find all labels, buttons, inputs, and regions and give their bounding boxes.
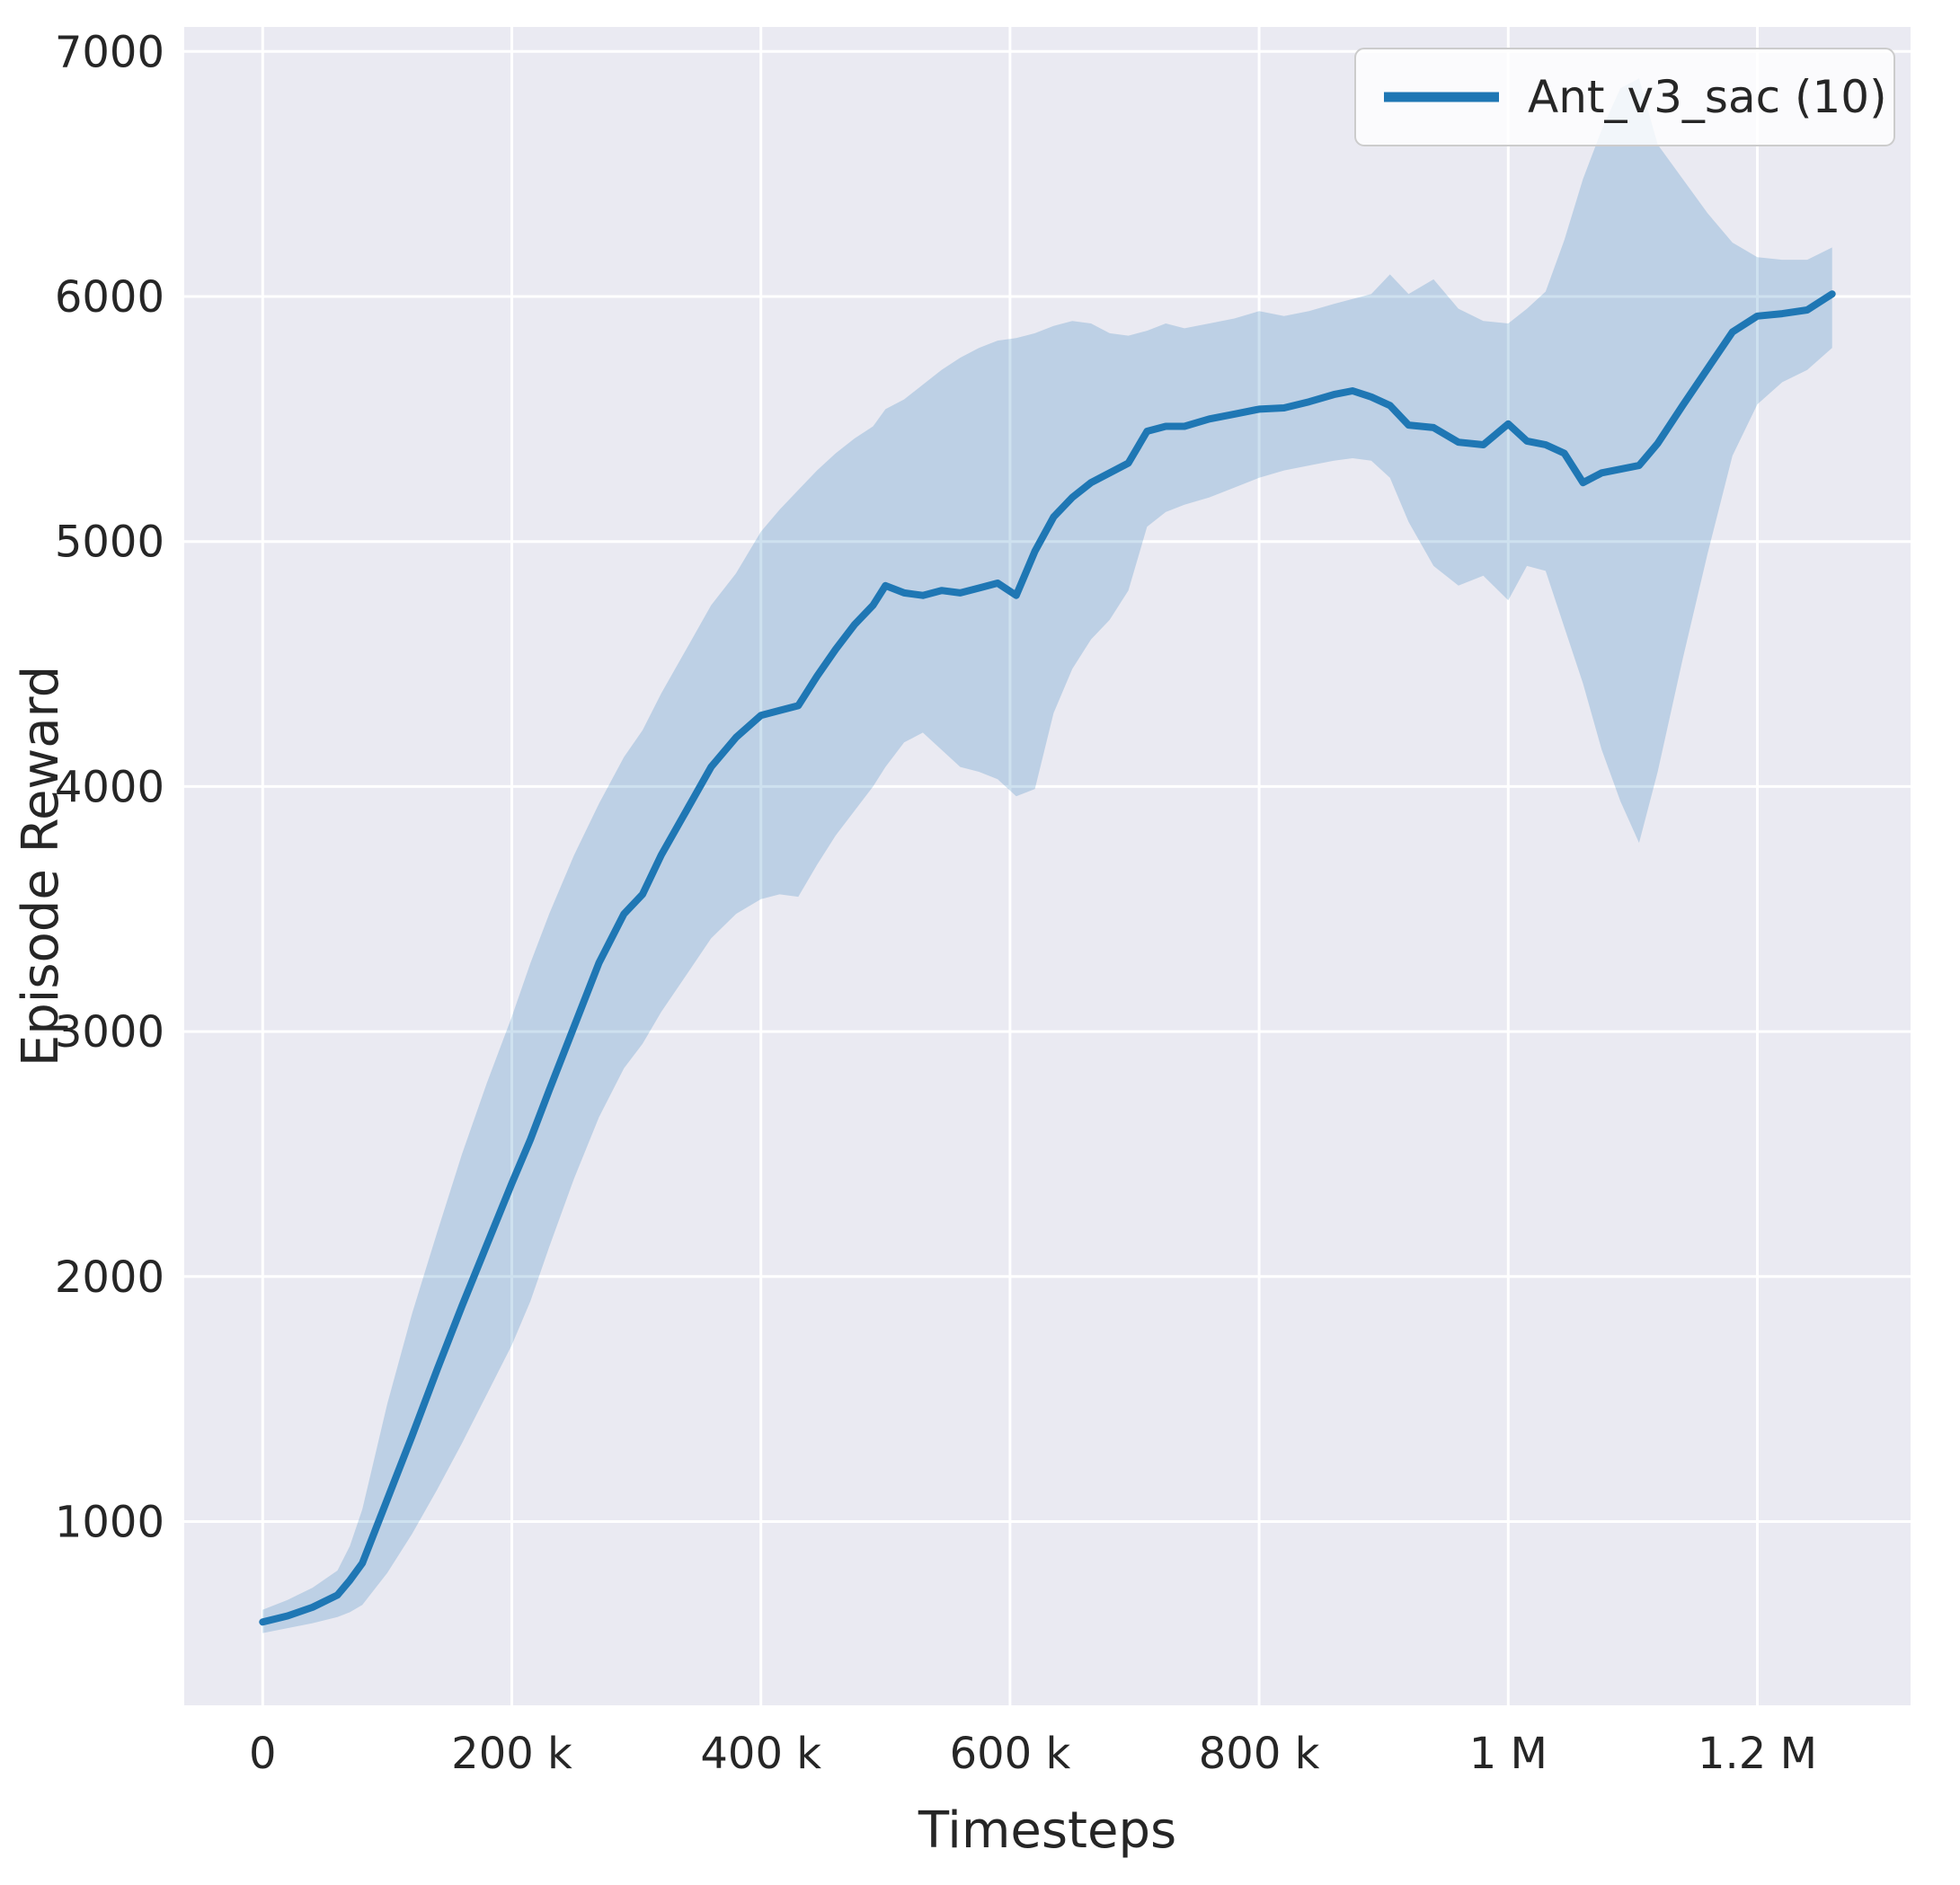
x-tick-label: 0 <box>249 1729 277 1779</box>
x-tick-label: 1.2 M <box>1698 1729 1817 1779</box>
y-tick-label: 6000 <box>55 272 164 323</box>
y-tick-label: 4000 <box>55 762 164 812</box>
x-tick-label: 200 k <box>451 1729 572 1779</box>
x-axis-label: Timesteps <box>918 1801 1176 1860</box>
y-tick-label: 5000 <box>55 518 164 568</box>
confidence-band <box>262 78 1832 1633</box>
legend-box <box>1354 48 1895 146</box>
x-tick-label: 800 k <box>1199 1729 1320 1779</box>
y-tick-label: 1000 <box>55 1498 164 1548</box>
x-tick-label: 600 k <box>950 1729 1071 1779</box>
x-tick-label: 400 k <box>700 1729 821 1779</box>
legend-label: Ant_v3_sac (10) <box>1528 71 1887 123</box>
series-line <box>259 290 1836 1626</box>
y-tick-label: 2000 <box>55 1252 164 1303</box>
y-tick-label: 7000 <box>55 27 164 77</box>
x-tick-label: 1 M <box>1469 1729 1548 1779</box>
y-axis-label: Episode Reward <box>12 666 70 1066</box>
axes-background <box>184 27 1911 1705</box>
y-tick-label: 3000 <box>55 1007 164 1058</box>
